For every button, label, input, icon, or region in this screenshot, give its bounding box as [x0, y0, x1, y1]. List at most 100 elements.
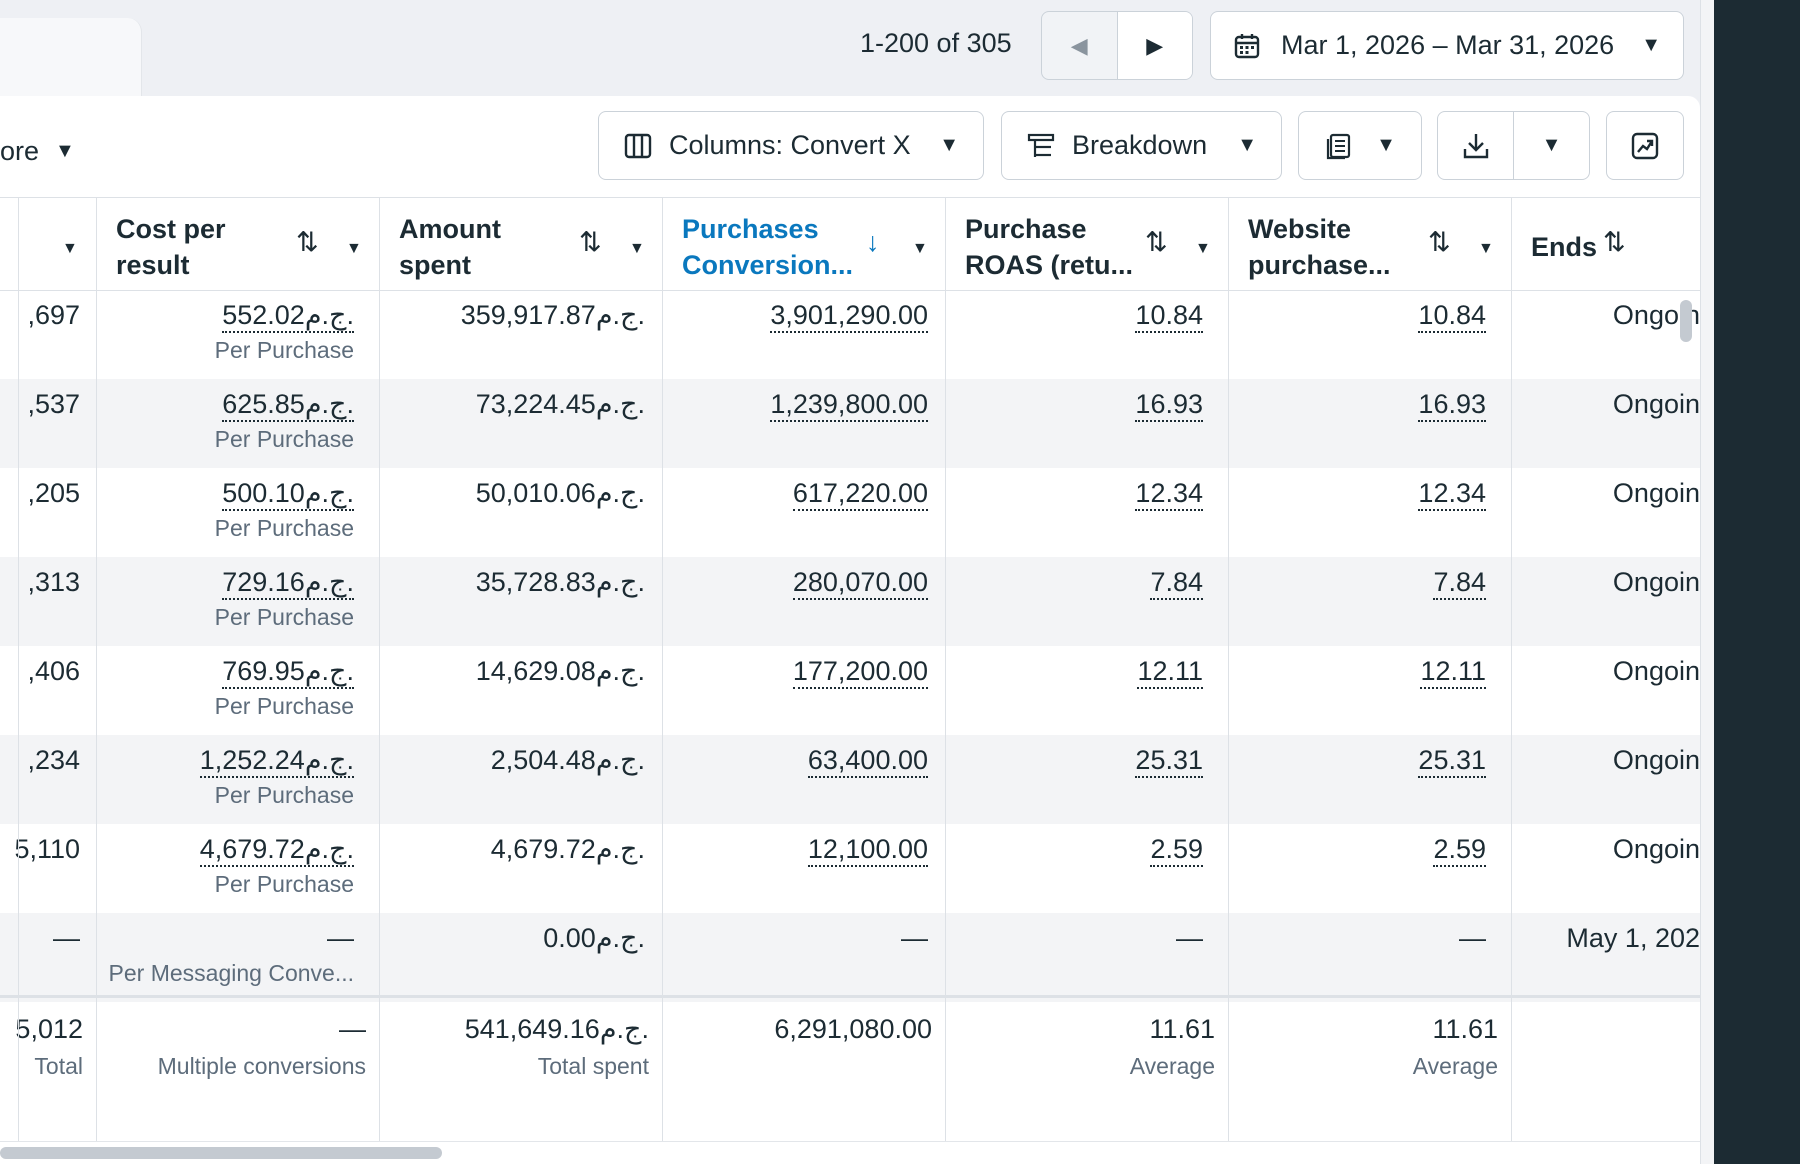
cell-partial: ,234 [27, 745, 80, 775]
cell-purchases-value: 177,200.00 [662, 656, 928, 689]
column-header-amount-spent[interactable]: Amount spent ⇅ ▼ [379, 197, 662, 290]
header-line-2: ROAS (retu... [965, 250, 1134, 280]
caret-down-icon: ▼ [1541, 134, 1562, 156]
cell-purchase-roas: 7.84 [945, 567, 1203, 600]
cell-website-purchase: — [1459, 923, 1486, 953]
header-line-2: result [116, 250, 190, 280]
table-row[interactable]: ,697 552.02ج.م. Per Purchase 359,917.87ج.م.… [0, 290, 1700, 379]
breakdown-icon [1026, 131, 1056, 161]
header-line-1: Purchase [965, 214, 1087, 244]
breakdown-button[interactable]: Breakdown ▼ [1001, 111, 1282, 180]
cell-amount-spent: 14,629.08ج.م. [475, 656, 645, 686]
export-button[interactable] [1438, 112, 1514, 179]
column-header-cost-per-result[interactable]: Cost per result ⇅ ▼ [96, 197, 379, 290]
reports-button[interactable]: ▼ [1298, 111, 1422, 180]
table-row[interactable]: — — Per Messaging Conve... 0.00ج.م. — — — May 1… [0, 913, 1700, 1002]
header-line-2: Conversion... [682, 250, 854, 280]
columns-icon [623, 131, 653, 161]
cell-amount-spent: 35,728.83ج.م. [475, 567, 645, 597]
total-cell-partial: 5,012 Total [15, 1014, 83, 1079]
total-website-purchase: 11.61 Average [1412, 1014, 1498, 1079]
column-divider [379, 197, 380, 1141]
cell-partial: 5,110 [14, 834, 80, 864]
share-button[interactable] [1606, 111, 1684, 180]
cell-partial: ,406 [27, 656, 80, 686]
next-page-button[interactable]: ▶ [1117, 12, 1192, 79]
cell-purchases-value: — [901, 923, 928, 953]
top-tab[interactable] [0, 18, 142, 100]
cell-website-purchase: 12.11 [1228, 656, 1486, 689]
cell-ends: Ongoin [1612, 300, 1700, 330]
cell-ends: Ongoin [1612, 478, 1700, 508]
cell-cost-per-result: 552.02ج.م. Per Purchase [214, 300, 354, 363]
cell-purchase-roas: 16.93 [945, 389, 1203, 422]
prev-page-button[interactable]: ◀ [1042, 12, 1118, 79]
column-divider [662, 197, 663, 1141]
column-header-partial[interactable]: ▼ [0, 197, 96, 290]
cell-ends: Ongoin [1612, 834, 1700, 864]
caret-down-icon[interactable]: ▼ [62, 240, 78, 257]
caret-down-icon[interactable]: ▼ [912, 240, 928, 257]
cell-cost-per-result: — Per Messaging Conve... [108, 923, 354, 986]
columns-button[interactable]: Columns: Convert X ▼ [598, 111, 984, 180]
more-dropdown-label[interactable]: ore [0, 136, 40, 166]
sort-descending-icon[interactable]: ↓ [866, 227, 880, 257]
column-header-purchase-roas[interactable]: Purchase ROAS (retu... ⇅ ▼ [945, 197, 1228, 290]
cell-purchase-roas: 12.34 [945, 478, 1203, 511]
cell-cost-per-result: 769.95ج.م. Per Purchase [214, 656, 354, 719]
table-row[interactable]: 5,110 4,679.72ج.م. Per Purchase 4,679.72ج.م… [0, 824, 1700, 913]
cell-website-purchase: 12.34 [1228, 478, 1486, 511]
caret-down-icon[interactable]: ▼ [346, 240, 362, 257]
sort-icon[interactable]: ⇅ [1145, 227, 1168, 257]
cell-partial: ,313 [27, 567, 80, 597]
caret-down-icon[interactable]: ▼ [1195, 240, 1211, 257]
header-line-1: Ends [1531, 232, 1598, 262]
cell-website-purchase: 2.59 [1228, 834, 1486, 867]
total-purchase-roas: 11.61 Average [1129, 1014, 1215, 1079]
cell-amount-spent: 50,010.06ج.م. [475, 478, 645, 508]
cell-ends: Ongoin [1612, 567, 1700, 597]
cell-partial: — [53, 923, 80, 953]
sort-icon[interactable]: ⇅ [579, 227, 602, 257]
vertical-scrollbar-thumb[interactable] [1680, 300, 1692, 342]
cell-amount-spent: 73,224.45ج.م. [475, 389, 645, 419]
cell-purchases-value: 617,220.00 [662, 478, 928, 511]
column-header-website-purchase[interactable]: Website purchase... ⇅ ▼ [1228, 197, 1511, 290]
sort-icon[interactable]: ⇅ [1603, 227, 1626, 257]
sort-icon[interactable]: ⇅ [296, 227, 319, 257]
column-header-purchases-value[interactable]: Purchases Conversion... ↓ ▼ [662, 197, 945, 290]
caret-down-icon[interactable]: ▼ [55, 140, 75, 162]
breakdown-label: Breakdown [1072, 130, 1208, 160]
table-row[interactable]: ,205 500.10ج.م. Per Purchase 50,010.06ج.م. 6… [0, 468, 1700, 557]
caret-down-icon[interactable]: ▼ [1478, 240, 1494, 257]
cell-ends: Ongoin [1612, 389, 1700, 419]
cell-partial: ,537 [27, 389, 80, 419]
cell-cost-per-result: 625.85ج.م. Per Purchase [214, 389, 354, 452]
cell-cost-per-result: 4,679.72ج.م. Per Purchase [199, 834, 354, 897]
columns-label: Columns: Convert X [669, 130, 911, 160]
cell-purchases-value: 12,100.00 [662, 834, 928, 867]
column-header-ends[interactable]: Ends ⇅ [1511, 197, 1700, 290]
cell-purchases-value: 3,901,290.00 [662, 300, 928, 333]
pagination-count: 1-200 of 305 [860, 28, 1012, 58]
table-row[interactable]: ,537 625.85ج.م. Per Purchase 73,224.45ج.م. 1… [0, 379, 1700, 468]
export-button-group: ▼ [1437, 111, 1590, 180]
table-row[interactable]: ,406 769.95ج.م. Per Purchase 14,629.08ج.م. 1… [0, 646, 1700, 735]
download-icon [1463, 133, 1488, 158]
export-options-button[interactable]: ▼ [1514, 112, 1589, 179]
cell-purchase-roas: 12.11 [945, 656, 1203, 689]
date-range-button[interactable]: Mar 1, 2026 – Mar 31, 2026 ▼ [1210, 11, 1684, 80]
cell-amount-spent: 2,504.48ج.م. [490, 745, 645, 775]
horizontal-scrollbar-thumb[interactable] [0, 1147, 442, 1159]
sort-icon[interactable]: ⇅ [1428, 227, 1451, 257]
cell-purchase-roas: 25.31 [945, 745, 1203, 778]
cell-cost-per-result: 1,252.24ج.م. Per Purchase [199, 745, 354, 808]
column-divider [1511, 197, 1512, 1141]
table-row[interactable]: ,234 1,252.24ج.م. Per Purchase 2,504.48ج.م.… [0, 735, 1700, 824]
caret-down-icon: ▼ [939, 134, 959, 156]
table-row[interactable]: ,313 729.16ج.م. Per Purchase 35,728.83ج.م. 2… [0, 557, 1700, 646]
right-edge-strip [1700, 0, 1714, 1164]
caret-down-icon[interactable]: ▼ [629, 240, 645, 257]
total-purchases-value: 6,291,080.00 [774, 1014, 932, 1044]
column-divider [96, 197, 97, 1141]
